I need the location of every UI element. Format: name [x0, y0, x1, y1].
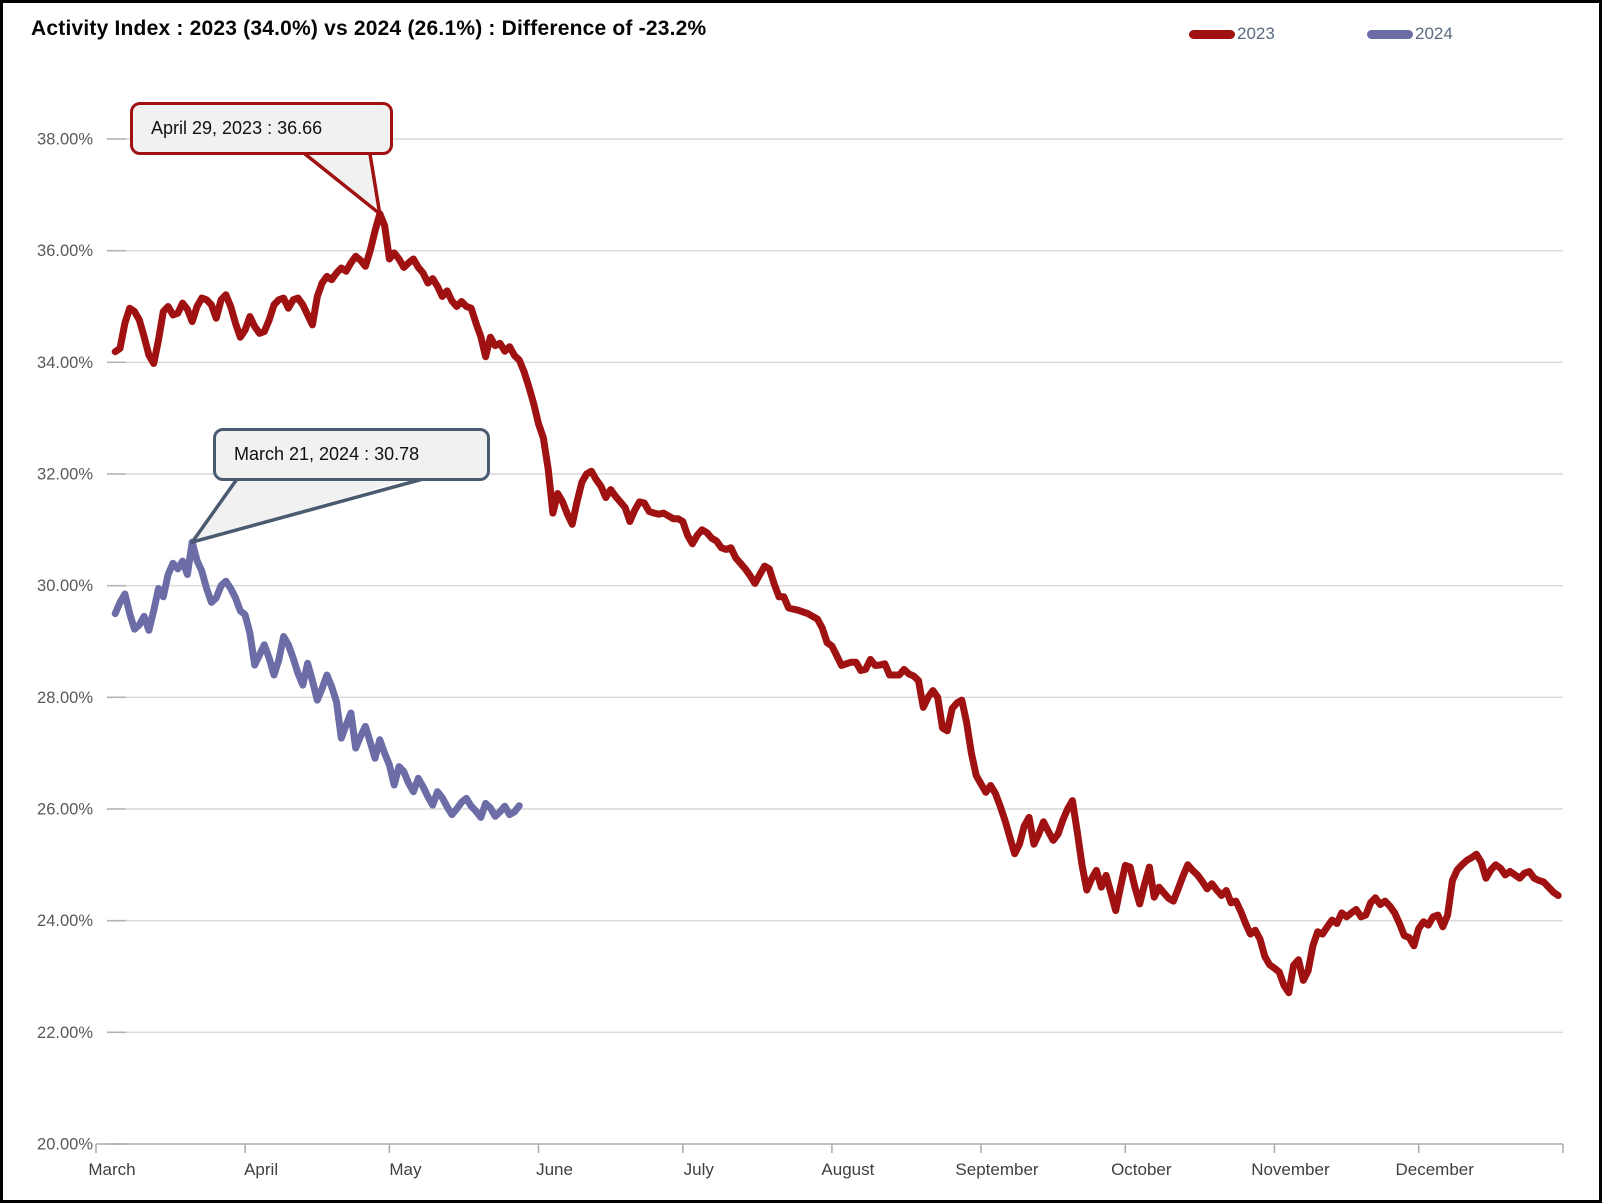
- annotation-tail-edge-1-1: [190, 477, 425, 544]
- x-tick-label-October: October: [1111, 1160, 1172, 1179]
- x-tick-label-September: September: [955, 1160, 1038, 1179]
- chart-title: Activity Index : 2023 (34.0%) vs 2024 (2…: [31, 17, 707, 40]
- x-tick-label-June: June: [536, 1160, 573, 1179]
- annotation-march-21-2024: March 21, 2024 : 30.78: [213, 428, 490, 481]
- x-tick-label-April: April: [244, 1160, 278, 1179]
- y-tick-label-32: 32.00%: [37, 466, 93, 484]
- legend-item-2023: 2023: [1189, 24, 1275, 44]
- y-tick-label-20: 20.00%: [37, 1136, 93, 1154]
- y-tick-label-28: 28.00%: [37, 689, 93, 707]
- legend-swatch-2023-icon: [1189, 29, 1235, 39]
- x-tick-label-May: May: [389, 1160, 422, 1179]
- plot-area: 38.00% 36.00% 34.00% 32.00% 30.00% 28.00% 26.0…: [37, 131, 1564, 1179]
- y-tick-label-38: 38.00%: [37, 131, 93, 149]
- x-tick-label-December: December: [1395, 1160, 1474, 1179]
- legend-item-2024: 2024: [1367, 24, 1453, 44]
- y-tick-label-26: 26.00%: [37, 801, 93, 819]
- legend-swatch-2024-icon: [1367, 29, 1413, 39]
- x-tick-label-July: July: [684, 1160, 715, 1179]
- series-line-2024: [111, 538, 523, 821]
- x-tick-label-March: March: [88, 1160, 135, 1179]
- annotation-tail-edge-1-0: [190, 477, 239, 544]
- y-tick-label-30: 30.00%: [37, 577, 93, 595]
- series-line-2023: [111, 210, 1562, 997]
- x-tick-label-August: August: [821, 1160, 874, 1179]
- x-tick-label-November: November: [1251, 1160, 1330, 1179]
- annotation-april-29-2023: April 29, 2023 : 36.66: [130, 102, 393, 155]
- y-tick-label-24: 24.00%: [37, 912, 93, 930]
- y-tick-label-34: 34.00%: [37, 354, 93, 372]
- y-tick-label-36: 36.00%: [37, 242, 93, 260]
- y-tick-label-22: 22.00%: [37, 1024, 93, 1042]
- annotation-tail-edge-0-0: [303, 152, 382, 216]
- legend-label-2024: 2024: [1415, 24, 1453, 43]
- annotation-tail-edge-0-1: [368, 152, 382, 216]
- legend-label-2023: 2023: [1237, 24, 1275, 43]
